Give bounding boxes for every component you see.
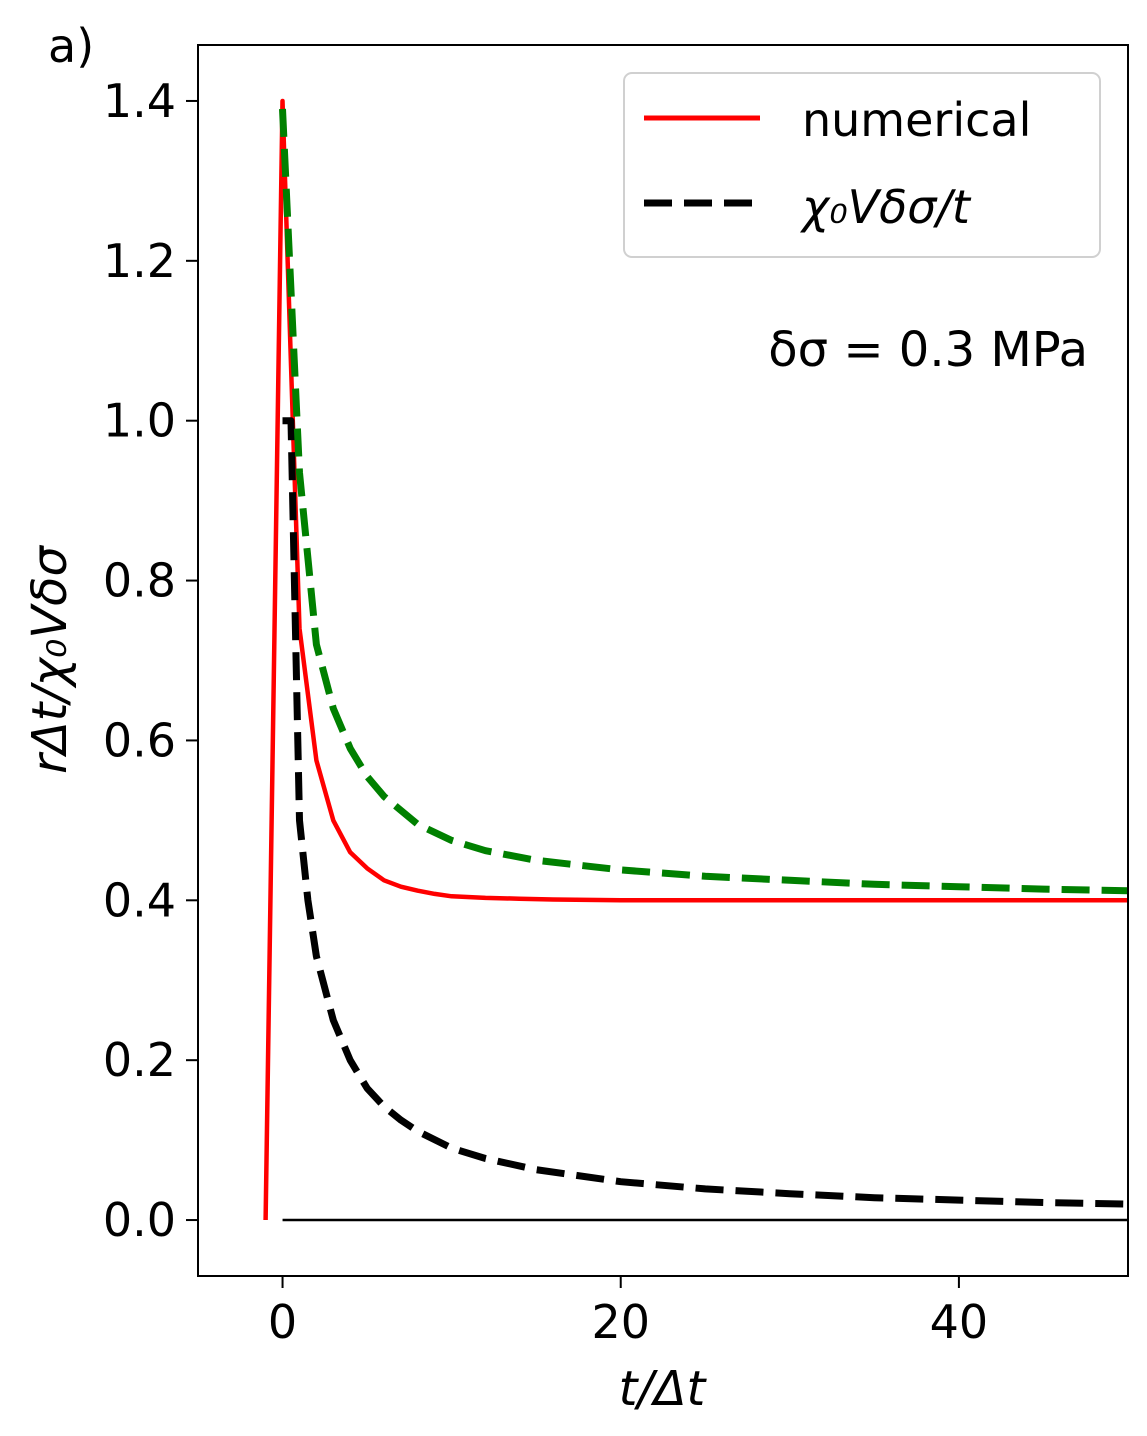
- y-tick-label: 0.2: [103, 1033, 176, 1087]
- y-axis-label: rΔt/χ₀Vδσ: [22, 545, 78, 774]
- y-tick-label: 0.0: [103, 1193, 176, 1247]
- series-layer: [263, 98, 1128, 1222]
- x-tick-label: 20: [591, 1295, 650, 1349]
- legend: numerical χ₀Vδσ/t: [623, 72, 1101, 258]
- plot-frame: [197, 44, 1129, 1277]
- series-analytic: [282, 417, 1128, 1208]
- x-tick-label: 0: [268, 1295, 297, 1349]
- ticks-layer: 0 20 40 0.0 0.2 0.4 0.6 0.8 1.0 1.2 1.4: [103, 74, 988, 1349]
- y-tick-label: 0.4: [103, 873, 176, 927]
- y-tick-label: 0.6: [103, 713, 176, 767]
- y-tick-label: 1.4: [103, 74, 176, 128]
- x-tick-label: 40: [930, 1295, 989, 1349]
- stress-annotation: δσ = 0.3 MPa: [768, 322, 1088, 378]
- y-tick-label: 1.2: [103, 234, 176, 288]
- y-tick-label: 1.0: [103, 394, 176, 448]
- series-numerical: [263, 98, 1128, 1221]
- x-axis-label: t/Δt: [619, 1361, 708, 1417]
- series-green-dashed: [279, 108, 1128, 895]
- panel-label: a): [48, 19, 94, 73]
- y-tick-label: 0.8: [103, 554, 176, 608]
- legend-label-numerical: numerical: [802, 93, 1031, 147]
- legend-label-analytic: χ₀Vδσ/t: [799, 180, 972, 234]
